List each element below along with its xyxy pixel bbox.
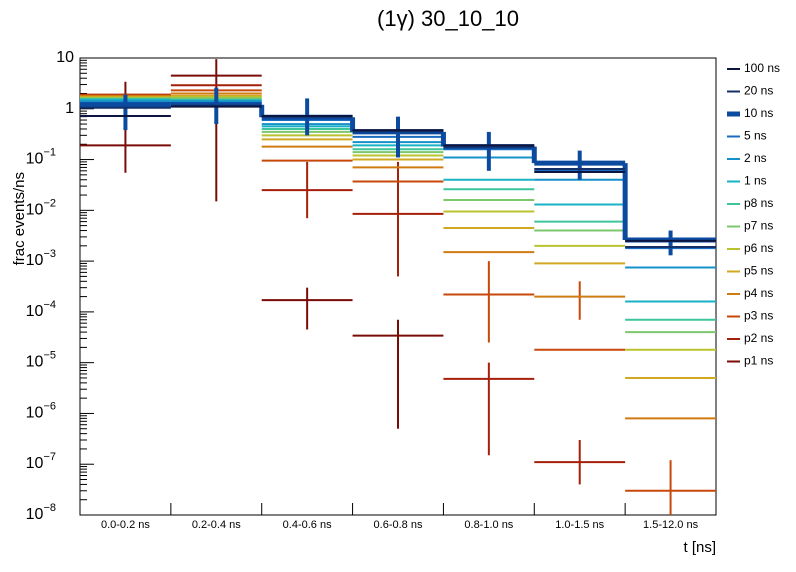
- legend-label: p5 ns: [744, 264, 773, 278]
- y-tick-base: 10: [26, 151, 44, 168]
- y-tick-base: 10: [26, 506, 44, 523]
- legend-label: p8 ns: [744, 196, 773, 210]
- legend-label: 2 ns: [744, 151, 767, 165]
- legend-label: p7 ns: [744, 219, 773, 233]
- y-tick-exponent: −6: [43, 400, 56, 412]
- y-tick-base: 10: [26, 202, 44, 219]
- y-tick-base: 10: [26, 455, 44, 472]
- y-tick-base: 10: [26, 303, 44, 320]
- y-tick-label: 10−4: [26, 299, 56, 320]
- y-tick-base: 10: [26, 252, 44, 269]
- x-axis-label: t [ns]: [683, 539, 716, 556]
- legend-label: p3 ns: [744, 309, 773, 323]
- legend-label: p4 ns: [744, 286, 773, 300]
- legend-label: p1 ns: [744, 354, 773, 368]
- x-tick-label: 0.4-0.6 ns: [283, 519, 332, 531]
- y-tick-label: 10−7: [26, 451, 56, 472]
- legend-label: p6 ns: [744, 241, 773, 255]
- y-tick-base: 10: [26, 354, 44, 371]
- x-tick-label: 0.2-0.4 ns: [192, 519, 241, 531]
- y-tick-exponent: −8: [43, 502, 56, 514]
- legend-label: 10 ns: [744, 106, 773, 120]
- x-tick-label: 1.5-12.0 ns: [643, 519, 699, 531]
- y-tick-label: 10−1: [26, 146, 56, 167]
- y-tick-label: 10−3: [26, 248, 56, 269]
- x-tick-label: 0.6-0.8 ns: [374, 519, 423, 531]
- legend-label: 5 ns: [744, 129, 767, 143]
- y-tick-label: 1: [65, 100, 74, 117]
- x-tick-label: 0.0-0.2 ns: [101, 519, 150, 531]
- x-tick-label: 1.0-1.5 ns: [555, 519, 604, 531]
- plot-frame: [79, 57, 717, 516]
- y-tick-label: 10−8: [26, 502, 56, 523]
- y-tick-base: 10: [26, 405, 44, 422]
- chart-title: (1γ) 30_10_10: [377, 6, 519, 31]
- y-tick-label: 10−2: [26, 197, 56, 218]
- legend-label: p2 ns: [744, 331, 773, 345]
- y-tick-exponent: −5: [43, 350, 56, 362]
- y-tick-label: 10: [56, 49, 74, 66]
- y-tick-exponent: −3: [43, 248, 56, 260]
- y-tick-label: 10−6: [26, 400, 56, 421]
- y-tick-exponent: −7: [43, 451, 56, 463]
- legend-label: 100 ns: [744, 61, 780, 75]
- y-axis-label: frac events/ns: [11, 172, 28, 265]
- y-tick-label: 10−5: [26, 350, 56, 371]
- legend-label: 20 ns: [744, 84, 773, 98]
- y-tick-exponent: −1: [43, 146, 56, 158]
- y-tick-exponent: −4: [43, 299, 56, 311]
- x-tick-label: 0.8-1.0 ns: [464, 519, 513, 531]
- y-tick-exponent: −2: [43, 197, 56, 209]
- legend-label: 1 ns: [744, 174, 767, 188]
